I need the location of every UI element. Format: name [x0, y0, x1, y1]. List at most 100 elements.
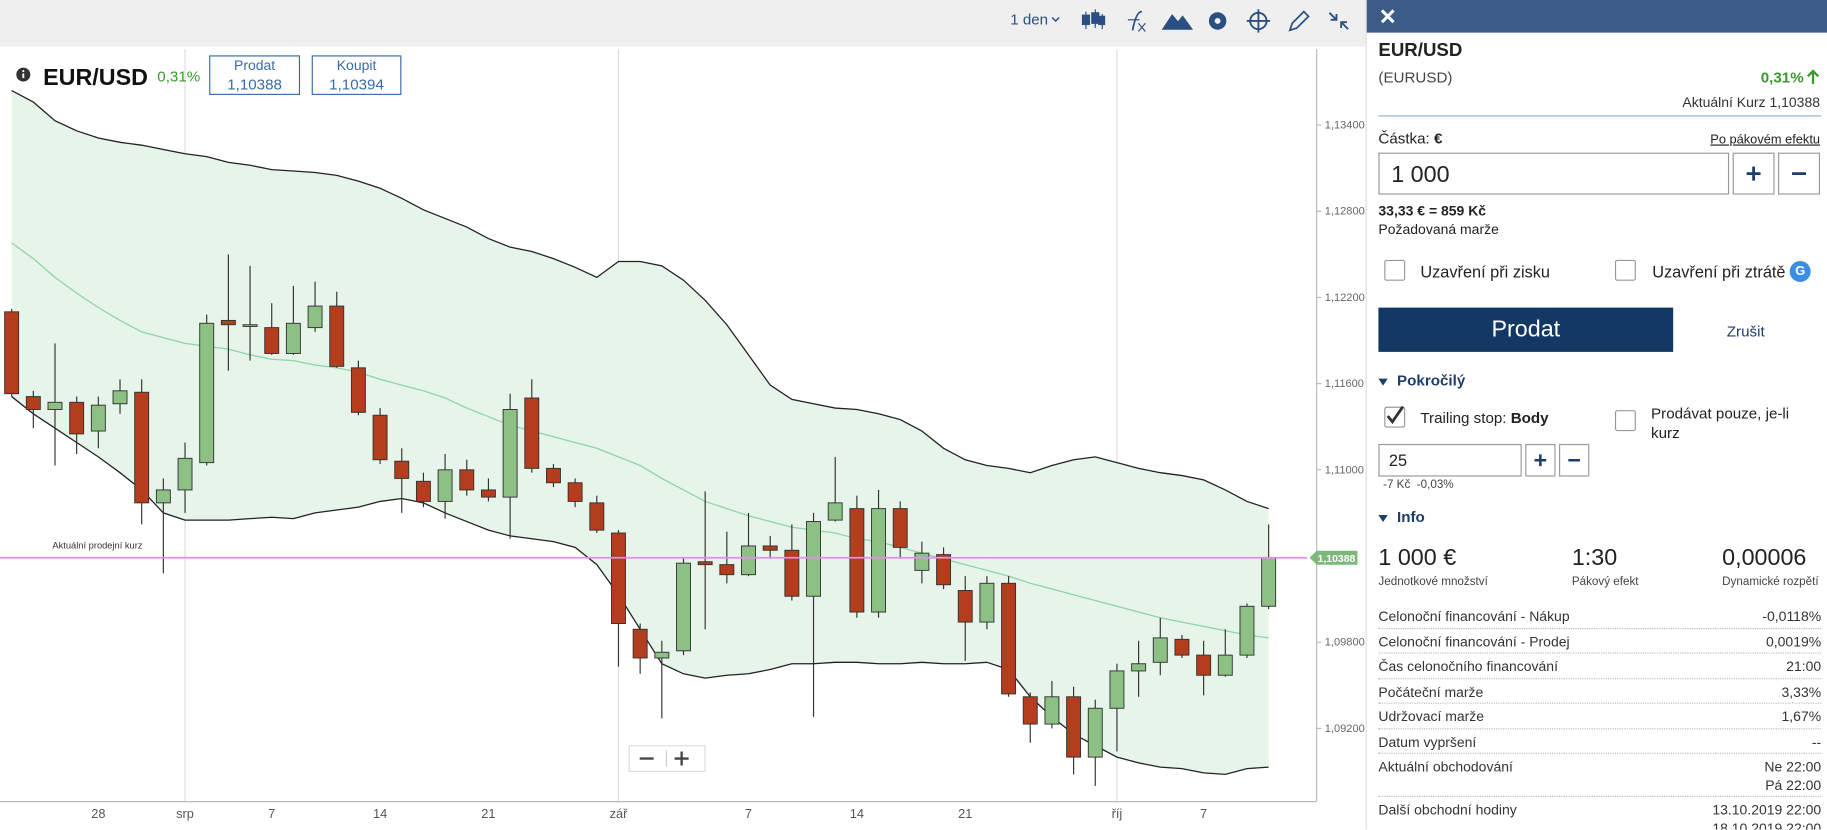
take-profit-checkbox[interactable] [1384, 259, 1406, 281]
trailing-plus[interactable] [1525, 443, 1556, 477]
row-value: 3,33% [1781, 683, 1822, 700]
panel-change: 0,31% [1760, 68, 1804, 87]
candle-body [697, 561, 713, 566]
buy-box[interactable] [311, 55, 402, 95]
area-icon[interactable] [1161, 14, 1194, 30]
trailing-unit: Body [1510, 408, 1549, 427]
sell-label: Prodat [234, 57, 275, 73]
advanced-toggle[interactable]: Pokročilý [1378, 372, 1465, 389]
info-row: Počáteční marže 3,33% [1378, 683, 1822, 704]
trailing-kc: -7 Kč [1383, 478, 1411, 492]
symbol: EUR/USD [43, 64, 148, 90]
candle-body [892, 508, 908, 548]
x-tick-label: 7 [745, 806, 752, 821]
timeframe[interactable]: 1 den [1010, 11, 1048, 28]
candle-body [914, 552, 930, 571]
candle-body [1001, 582, 1017, 695]
plus-icon [1534, 454, 1547, 467]
band-line [11, 242, 1269, 639]
candle-body [69, 401, 85, 435]
margin-calc: 33,33 € = 859 Kč [1378, 202, 1487, 220]
candle-body [199, 322, 215, 464]
info-label: Info [1397, 508, 1425, 526]
band-line [11, 90, 1269, 510]
amount-minus[interactable] [1778, 152, 1821, 195]
sell-button[interactable]: Prodat [1378, 307, 1674, 352]
x-tick-label: 21 [481, 806, 495, 821]
minus-icon [1568, 458, 1580, 462]
y-tick-label: 1,12200 [1325, 292, 1365, 304]
candle-body [1087, 707, 1103, 758]
candle-body [155, 489, 171, 504]
trailing-text: Trailing stop: [1420, 408, 1507, 427]
candle-body [632, 628, 648, 659]
amount-text: Částka: [1378, 129, 1430, 147]
info-row: Čas celonočního financování 21:00 [1378, 658, 1822, 679]
buy-label: Koupit [337, 57, 377, 73]
trailing-pct: -0,03% [1416, 478, 1454, 492]
toolbar [0, 0, 1366, 47]
candles-icon[interactable] [1081, 9, 1106, 30]
draw-icon[interactable] [1288, 10, 1310, 32]
candle-body [47, 401, 63, 410]
caret [1378, 514, 1388, 522]
take-profit-label: Uzavření při zisku [1420, 262, 1550, 281]
y-tick-label: 1,13400 [1325, 120, 1365, 132]
sell-box[interactable] [209, 55, 301, 95]
amount-input[interactable]: 1 000 [1378, 152, 1730, 195]
rate-label: Aktuální Kurz [1682, 94, 1766, 111]
candle-body [1196, 654, 1212, 676]
trailing-input[interactable]: 25 [1378, 443, 1522, 477]
up-arrow [1806, 69, 1820, 84]
candle-body [1109, 670, 1125, 709]
rate-value: 1,10388 [1769, 94, 1821, 111]
candle-body [806, 521, 821, 597]
crosshair-icon[interactable] [1246, 9, 1271, 33]
row-label: Udržovací marže [1378, 708, 1485, 725]
row-label: Další obchodní hodiny [1378, 801, 1517, 818]
trailing-label: Trailing stop: Body [1420, 409, 1548, 426]
candle-body [177, 457, 193, 491]
metric-label: Dynamické rozpětí [1722, 575, 1819, 589]
candle-body [459, 469, 475, 491]
candle-body [1261, 556, 1277, 607]
candle-body [1217, 654, 1233, 676]
plot [4, 48, 1277, 802]
y-tick-label: 1,12800 [1325, 206, 1365, 218]
metric-value: 1 000 € [1378, 545, 1457, 571]
zoom-in[interactable] [674, 751, 689, 766]
guarantee-badge[interactable]: G [1789, 261, 1811, 282]
candle-body [654, 651, 670, 659]
candle-body [849, 508, 865, 613]
fx-icon[interactable] [1127, 10, 1146, 32]
candle-body [1022, 696, 1038, 725]
x-tick-label: srp [176, 806, 194, 821]
panel-symbol: EUR/USD [1378, 40, 1463, 61]
candle-body [1152, 637, 1168, 663]
candle-body [112, 390, 128, 405]
band-fill [11, 90, 1269, 775]
row-label: Aktuální obchodování [1378, 758, 1513, 775]
collapse-icon[interactable] [1328, 12, 1349, 30]
x-tick-label: 14 [850, 806, 864, 821]
candle-body [719, 564, 735, 576]
y-tick-label: 1,11600 [1325, 378, 1364, 390]
close-icon[interactable] [1380, 8, 1396, 24]
cancel-link[interactable]: Zrušit [1726, 322, 1765, 341]
leverage-link[interactable]: Po pákovém efektu [1710, 132, 1821, 147]
toolbar-icons [1081, 9, 1349, 33]
row-value: 1,67% [1781, 708, 1822, 725]
trailing-minus[interactable] [1559, 443, 1590, 477]
row-value: -- [1811, 733, 1822, 750]
info-toggle[interactable]: Info [1378, 508, 1425, 526]
candle-body [546, 467, 561, 484]
amount-plus[interactable] [1732, 152, 1775, 195]
candle-body [350, 367, 366, 413]
plus-icon [1746, 166, 1761, 181]
candle-body [784, 549, 800, 597]
metric-label: Jednotkové množství [1378, 575, 1488, 589]
trailing-checkbox[interactable] [1384, 405, 1406, 428]
sell-only-checkbox[interactable] [1614, 410, 1636, 432]
stop-loss-checkbox[interactable] [1614, 259, 1636, 281]
